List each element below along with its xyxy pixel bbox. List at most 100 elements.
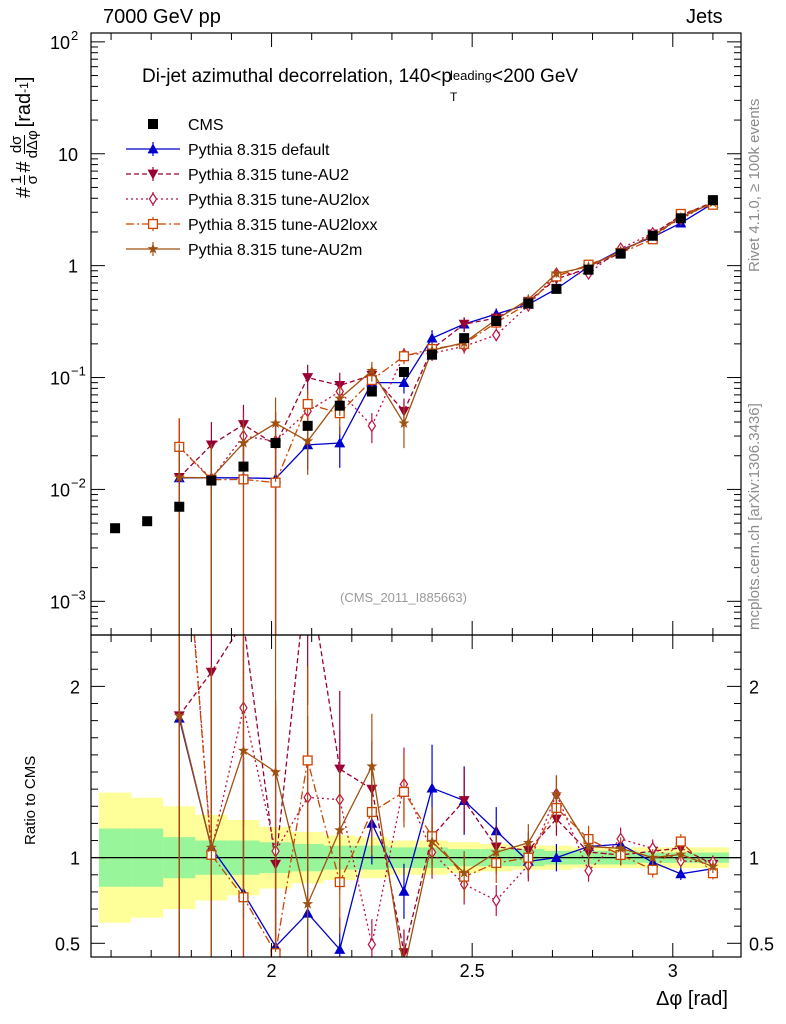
series-4-ratio-point xyxy=(237,744,249,756)
cms-data-point xyxy=(427,349,438,360)
cms-data-point xyxy=(707,195,718,206)
ratio-y-tick-label: 1 xyxy=(70,849,80,869)
series-3-ratio-point xyxy=(398,786,410,797)
series-0-main xyxy=(173,197,719,635)
series-4-ratio-point xyxy=(302,898,314,909)
ratio-y-tick-label-right: 0.5 xyxy=(749,934,774,954)
series-1-main xyxy=(173,197,719,635)
y-label-frac2-den: dΔφ xyxy=(23,130,41,159)
series-4-ratio-line xyxy=(178,715,714,957)
series-4-ratio-point xyxy=(707,860,719,872)
series-4-ratio-point xyxy=(615,842,627,853)
series-1-ratio-line xyxy=(178,635,714,953)
series-4-point xyxy=(237,437,249,448)
x-tick-label: 2.5 xyxy=(460,961,485,981)
y-tick-label: 10 xyxy=(50,480,70,500)
series-4-ratio-point xyxy=(270,766,282,777)
series-0-point xyxy=(426,332,438,343)
chart-title-sub: T xyxy=(449,90,458,104)
cms-data-point xyxy=(366,386,377,397)
legend-entry: Pythia 8.315 tune-AU2loxx xyxy=(126,217,377,234)
series-1-line xyxy=(178,201,714,478)
mcplots-label: mcplots.cern.ch [arXiv:1306.3436] xyxy=(746,403,763,630)
legend-marker xyxy=(147,243,159,254)
series-3-ratio-point xyxy=(675,836,686,847)
series-1-point xyxy=(458,319,470,330)
series-3-point xyxy=(302,398,313,410)
series-1-ratio xyxy=(173,635,719,957)
ratio-axis-label: Ratio to CMS xyxy=(22,755,39,845)
legend-label: Pythia 8.315 tune-AU2lox xyxy=(188,192,369,209)
series-4-point xyxy=(270,417,282,428)
cms-data xyxy=(110,195,718,534)
series-4-point xyxy=(302,435,314,446)
legend-entry: Pythia 8.315 tune-AU2m xyxy=(126,242,362,259)
series-0-ratio-point xyxy=(334,943,346,954)
series-4-main xyxy=(173,196,719,635)
series-0-point xyxy=(398,377,410,388)
cms-data-point xyxy=(459,333,470,344)
series-4-ratio-point xyxy=(550,788,562,799)
series-4-ratio-point xyxy=(173,709,185,721)
collision-label: 7000 GeV pp xyxy=(103,6,221,28)
legend-marker xyxy=(148,119,158,129)
cms-data-point xyxy=(647,230,658,241)
series-3-ratio-point xyxy=(647,864,658,875)
legend-entry: Pythia 8.315 tune-AU2 xyxy=(126,167,349,184)
series-3-ratio-point xyxy=(302,755,313,766)
cms-data-point xyxy=(270,437,281,448)
series-2-ratio-point xyxy=(584,864,593,878)
legend-marker xyxy=(147,143,159,154)
series-0-ratio-point xyxy=(398,885,410,896)
ratio-y-tick-label-right: 1 xyxy=(749,849,759,869)
series-4-ratio-point xyxy=(675,848,687,860)
y-tick-label-exponent: −1 xyxy=(71,364,86,379)
cms-data-point xyxy=(398,367,409,378)
series-4-ratio-point xyxy=(458,867,470,878)
process-label: Jets xyxy=(686,6,723,28)
cms-data-point xyxy=(110,523,121,534)
cms-data-point xyxy=(491,316,502,327)
series-3-point xyxy=(398,351,410,362)
series-4-point xyxy=(366,364,378,376)
chart-title: Di-jet azimuthal decorrelation, 140<p lea… xyxy=(142,66,578,104)
series-2-line xyxy=(178,200,714,480)
series-4-ratio-point xyxy=(366,760,378,771)
series-4-ratio-point xyxy=(490,846,502,857)
legend-marker xyxy=(147,218,159,230)
y-tick-label-exponent: 2 xyxy=(71,28,78,43)
y-tick-label: 10 xyxy=(50,33,70,53)
y-label-unit-sup: -1 xyxy=(17,82,31,93)
series-4-line xyxy=(179,202,714,479)
series-0-point xyxy=(334,437,346,448)
series-4-ratio-point xyxy=(426,835,438,847)
series-0-ratio-point xyxy=(675,868,687,879)
series-3-main xyxy=(174,199,718,635)
chart-title-sup: leading xyxy=(449,68,492,83)
y-tick-label: 1 xyxy=(68,257,78,277)
series-4-point xyxy=(173,471,185,483)
series-2-ratio-point xyxy=(367,937,377,952)
cms-data-point xyxy=(238,461,249,472)
cms-data-point xyxy=(615,248,626,259)
cms-data-point xyxy=(551,283,562,294)
y-label-unit-end: ] xyxy=(12,76,35,83)
y-axis-label: # 1 σ # dσ dΔφ [rad -1] xyxy=(4,77,44,198)
series-4-ratio xyxy=(173,635,719,957)
series-3-line xyxy=(178,204,714,484)
series-0-ratio-point xyxy=(550,852,562,863)
cms-data-point xyxy=(334,400,345,411)
cms-data-point xyxy=(583,264,594,275)
cms-data-point xyxy=(675,213,686,224)
cms-data-point xyxy=(523,298,534,309)
series-0-ratio-point xyxy=(426,782,438,793)
series-4-ratio-point xyxy=(647,851,659,863)
legend-entry: CMS xyxy=(148,117,224,134)
ratio-plot-frame xyxy=(90,634,742,958)
x-tick-label: 2 xyxy=(267,961,277,981)
y-tick-label: 10 xyxy=(58,145,78,165)
legend-marker xyxy=(148,192,158,206)
cms-data-point xyxy=(142,516,153,527)
legend-entry: Pythia 8.315 tune-AU2lox xyxy=(126,192,369,209)
cms-data-point xyxy=(302,420,313,431)
